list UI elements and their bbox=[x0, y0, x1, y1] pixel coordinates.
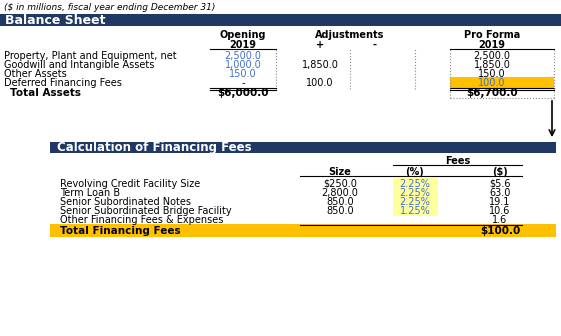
Bar bbox=[450, 77, 554, 88]
Text: Revolving Credit Facility Size: Revolving Credit Facility Size bbox=[60, 179, 200, 189]
Bar bbox=[50, 142, 556, 153]
Bar bbox=[393, 196, 438, 207]
Text: 63.0: 63.0 bbox=[489, 188, 511, 198]
Text: $250.0: $250.0 bbox=[323, 179, 357, 189]
Text: 2019: 2019 bbox=[479, 40, 505, 50]
Text: Senior Subordinated Bridge Facility: Senior Subordinated Bridge Facility bbox=[60, 206, 232, 216]
Text: Total Financing Fees: Total Financing Fees bbox=[60, 225, 181, 236]
Text: 2.25%: 2.25% bbox=[399, 179, 430, 189]
Text: Other Financing Fees & Expenses: Other Financing Fees & Expenses bbox=[60, 215, 223, 225]
Text: Goodwill and Intangible Assets: Goodwill and Intangible Assets bbox=[4, 60, 154, 70]
Text: Adjustments: Adjustments bbox=[315, 30, 385, 40]
Bar bbox=[0, 14, 561, 26]
Text: Fees: Fees bbox=[445, 156, 470, 166]
Text: Deferred Financing Fees: Deferred Financing Fees bbox=[4, 78, 122, 88]
Text: 100.0: 100.0 bbox=[478, 78, 506, 88]
Text: $6,000.0: $6,000.0 bbox=[217, 88, 269, 98]
Text: Other Assets: Other Assets bbox=[4, 69, 67, 79]
Text: 150.0: 150.0 bbox=[478, 69, 506, 79]
Text: $100.0: $100.0 bbox=[480, 225, 520, 236]
Text: 2,800.0: 2,800.0 bbox=[321, 188, 358, 198]
Bar bbox=[50, 224, 556, 237]
Text: Pro Forma: Pro Forma bbox=[464, 30, 520, 40]
Text: ($): ($) bbox=[492, 167, 508, 177]
Text: Size: Size bbox=[329, 167, 351, 177]
Text: 2,500.0: 2,500.0 bbox=[473, 51, 511, 61]
Text: 1,850.0: 1,850.0 bbox=[473, 60, 511, 70]
Text: $5.6: $5.6 bbox=[489, 179, 511, 189]
Text: -: - bbox=[241, 78, 245, 88]
Text: Balance Sheet: Balance Sheet bbox=[5, 13, 105, 27]
Text: 150.0: 150.0 bbox=[229, 69, 257, 79]
Text: 2.25%: 2.25% bbox=[399, 197, 430, 207]
Text: 2,500.0: 2,500.0 bbox=[224, 51, 261, 61]
Text: 2.25%: 2.25% bbox=[399, 188, 430, 198]
Text: 1.25%: 1.25% bbox=[399, 206, 430, 216]
Text: (%): (%) bbox=[406, 167, 424, 177]
Text: 2019: 2019 bbox=[229, 40, 256, 50]
Text: Term Loan B: Term Loan B bbox=[60, 188, 120, 198]
Bar bbox=[393, 205, 438, 216]
Text: 850.0: 850.0 bbox=[326, 197, 354, 207]
Text: ($ in millions, fiscal year ending December 31): ($ in millions, fiscal year ending Decem… bbox=[4, 3, 215, 12]
Text: Total Assets: Total Assets bbox=[10, 88, 81, 98]
Bar bbox=[393, 178, 438, 189]
Text: 850.0: 850.0 bbox=[326, 206, 354, 216]
Text: -: - bbox=[373, 40, 377, 50]
Text: 1,850.0: 1,850.0 bbox=[302, 60, 338, 70]
Text: 100.0: 100.0 bbox=[306, 78, 334, 88]
Text: Opening: Opening bbox=[220, 30, 266, 40]
Text: 10.6: 10.6 bbox=[489, 206, 511, 216]
Text: +: + bbox=[316, 40, 324, 50]
Text: 1.6: 1.6 bbox=[493, 215, 508, 225]
Text: $6,700.0: $6,700.0 bbox=[466, 88, 518, 98]
Text: Property, Plant and Equipment, net: Property, Plant and Equipment, net bbox=[4, 51, 177, 61]
Text: Senior Subordinated Notes: Senior Subordinated Notes bbox=[60, 197, 191, 207]
Text: 19.1: 19.1 bbox=[489, 197, 511, 207]
Text: Calculation of Financing Fees: Calculation of Financing Fees bbox=[57, 141, 252, 154]
Bar bbox=[393, 187, 438, 198]
Text: 1,000.0: 1,000.0 bbox=[224, 60, 261, 70]
